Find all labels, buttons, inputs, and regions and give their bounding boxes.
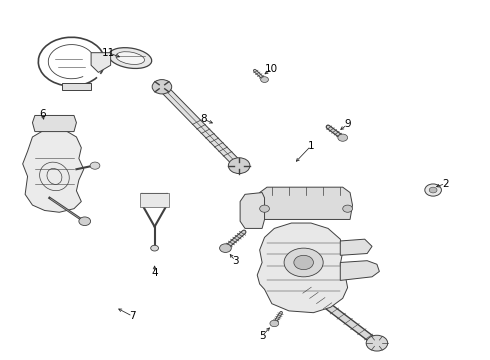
Text: 6: 6: [39, 109, 46, 119]
Text: 8: 8: [200, 114, 207, 124]
Text: 7: 7: [129, 311, 136, 321]
Circle shape: [343, 205, 352, 212]
Text: 1: 1: [308, 141, 314, 151]
Polygon shape: [340, 239, 372, 255]
Polygon shape: [91, 53, 111, 72]
Circle shape: [261, 77, 269, 82]
Circle shape: [90, 162, 100, 169]
Text: 3: 3: [232, 256, 239, 266]
Polygon shape: [23, 130, 84, 212]
Polygon shape: [140, 193, 169, 207]
Circle shape: [284, 248, 323, 277]
Text: 10: 10: [265, 64, 278, 74]
Polygon shape: [240, 193, 265, 228]
Circle shape: [228, 158, 250, 174]
Circle shape: [152, 80, 171, 94]
Polygon shape: [32, 116, 76, 132]
Circle shape: [425, 184, 441, 196]
Text: 5: 5: [259, 331, 266, 341]
Polygon shape: [62, 83, 91, 90]
Ellipse shape: [116, 52, 145, 64]
Polygon shape: [257, 187, 352, 220]
Circle shape: [260, 205, 270, 212]
Circle shape: [79, 217, 91, 226]
Circle shape: [220, 244, 231, 252]
Polygon shape: [158, 85, 243, 168]
Text: 4: 4: [151, 268, 158, 278]
Polygon shape: [257, 223, 347, 313]
Text: 11: 11: [101, 48, 115, 58]
Circle shape: [151, 245, 159, 251]
Circle shape: [294, 255, 314, 270]
Ellipse shape: [109, 48, 152, 68]
Polygon shape: [340, 261, 379, 280]
Circle shape: [366, 335, 388, 351]
Circle shape: [429, 187, 437, 193]
Circle shape: [338, 134, 347, 141]
Text: 2: 2: [442, 179, 449, 189]
Circle shape: [270, 320, 279, 327]
Text: 9: 9: [344, 120, 351, 129]
